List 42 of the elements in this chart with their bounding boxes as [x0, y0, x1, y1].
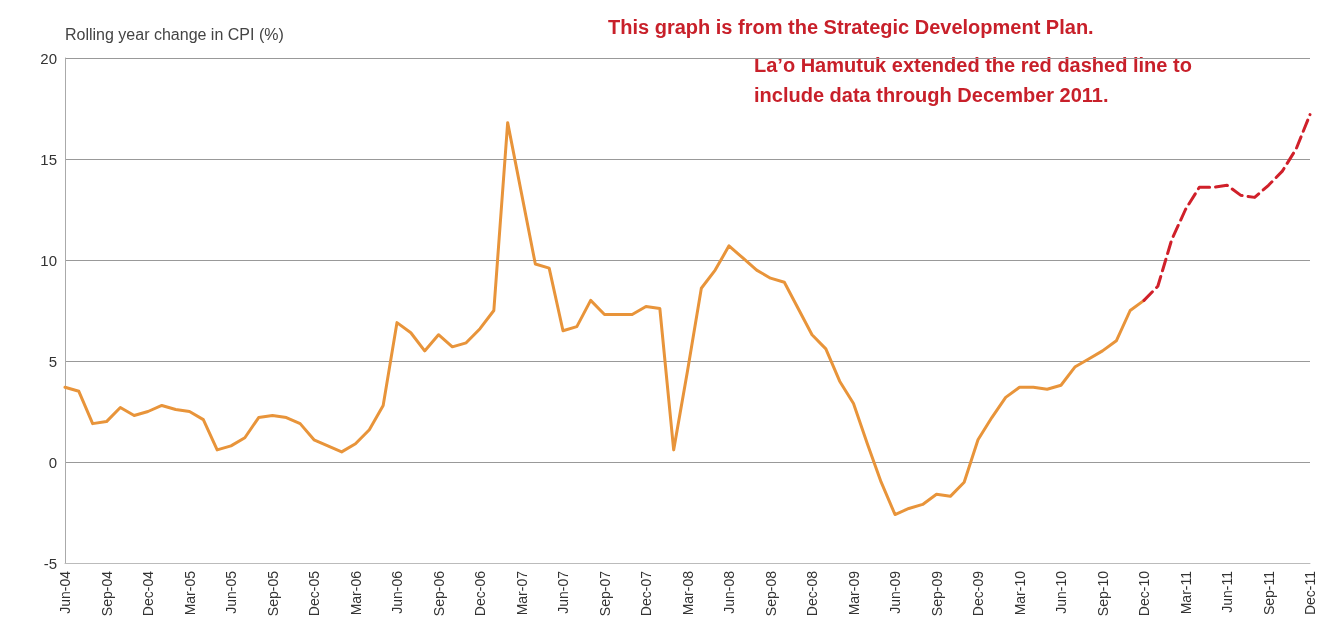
x-tick-label: Dec-09: [970, 570, 986, 617]
line-series: [1142, 113, 1312, 302]
x-tick-label: Dec-05: [306, 570, 322, 617]
x-tick-label: Sep-04: [98, 570, 115, 617]
y-axis-title: Rolling year change in CPI (%): [65, 25, 284, 43]
x-tick-label: Jun-11: [1219, 570, 1235, 613]
x-tick-label: Sep-08: [762, 570, 779, 617]
x-tick-label: Jun-09: [887, 570, 903, 614]
x-tick-label: Sep-10: [1094, 570, 1111, 617]
x-tick-label: Dec-10: [1136, 570, 1152, 617]
x-tick-label: Mar-08: [679, 570, 696, 616]
y-tick-label: 15: [40, 150, 57, 168]
x-tick-label: Mar-11: [1177, 570, 1194, 615]
annotation: La’o Hamutuk extended the red dashed line to include data through December 2011.: [754, 54, 1198, 106]
x-tick-label: Sep-06: [430, 570, 447, 617]
x-tick-label: Mar-09: [845, 570, 862, 616]
line-series: [63, 121, 1146, 517]
y-tick-label: 20: [40, 49, 57, 67]
x-tick-label: Jun-08: [721, 570, 737, 614]
text: This graph is from the Strategic Development Plan.: [608, 16, 1094, 38]
x-tick-label: Mar-07: [513, 570, 530, 616]
y-tick-label: 5: [48, 352, 57, 370]
x-tick-label: Jun-05: [223, 570, 239, 614]
x-tick-label: Dec-08: [804, 570, 820, 617]
x-tick-label: Jun-04: [57, 570, 73, 614]
x-tick-label: Jun-10: [1053, 570, 1069, 614]
x-tick-label: Sep-05: [264, 570, 281, 617]
x-tick-label: Dec-04: [140, 570, 156, 617]
x-tick-label: Mar-10: [1011, 570, 1028, 616]
x-tick-label: Dec-11: [1302, 570, 1318, 616]
y-tick-label: -5: [43, 554, 57, 572]
x-tick-label: Sep-09: [928, 570, 945, 617]
x-tick-label: Mar-06: [347, 570, 364, 616]
x-tick-label: Sep-07: [596, 570, 613, 617]
x-tick-label: Sep-11: [1260, 570, 1277, 616]
x-tick-label: Dec-06: [472, 570, 488, 617]
y-tick-label: 0: [48, 453, 57, 471]
x-tick-label: Jun-06: [389, 570, 405, 614]
x-tick-label: Mar-05: [181, 570, 198, 616]
y-tick-label: 10: [40, 251, 57, 269]
x-tick-label: Dec-07: [638, 570, 654, 617]
x-tick-label: Jun-07: [555, 570, 571, 614]
